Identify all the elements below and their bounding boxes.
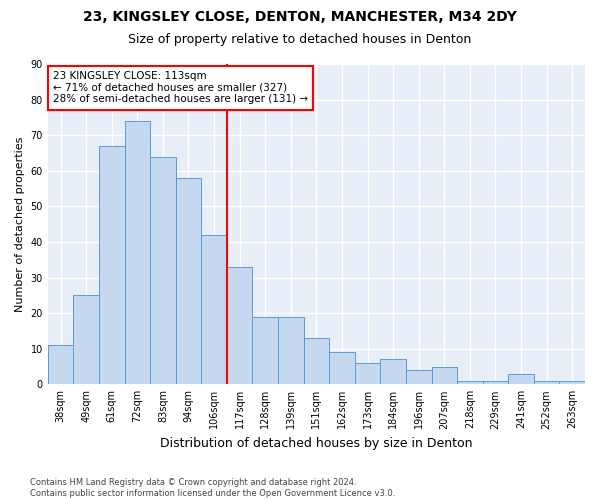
Bar — [559, 380, 585, 384]
Bar — [406, 370, 431, 384]
Bar — [125, 121, 150, 384]
X-axis label: Distribution of detached houses by size in Denton: Distribution of detached houses by size … — [160, 437, 473, 450]
Bar — [73, 296, 99, 384]
Bar — [508, 374, 534, 384]
Bar — [304, 338, 329, 384]
Bar — [253, 316, 278, 384]
Bar — [380, 360, 406, 384]
Bar — [329, 352, 355, 384]
Bar — [355, 363, 380, 384]
Text: 23, KINGSLEY CLOSE, DENTON, MANCHESTER, M34 2DY: 23, KINGSLEY CLOSE, DENTON, MANCHESTER, … — [83, 10, 517, 24]
Bar — [150, 156, 176, 384]
Bar — [201, 235, 227, 384]
Text: Contains HM Land Registry data © Crown copyright and database right 2024.
Contai: Contains HM Land Registry data © Crown c… — [30, 478, 395, 498]
Bar — [431, 366, 457, 384]
Bar — [534, 380, 559, 384]
Text: 23 KINGSLEY CLOSE: 113sqm
← 71% of detached houses are smaller (327)
28% of semi: 23 KINGSLEY CLOSE: 113sqm ← 71% of detac… — [53, 71, 308, 104]
Bar — [482, 380, 508, 384]
Bar — [457, 380, 482, 384]
Bar — [227, 267, 253, 384]
Bar — [176, 178, 201, 384]
Bar — [278, 316, 304, 384]
Bar — [99, 146, 125, 384]
Y-axis label: Number of detached properties: Number of detached properties — [15, 136, 25, 312]
Bar — [48, 345, 73, 385]
Text: Size of property relative to detached houses in Denton: Size of property relative to detached ho… — [128, 32, 472, 46]
